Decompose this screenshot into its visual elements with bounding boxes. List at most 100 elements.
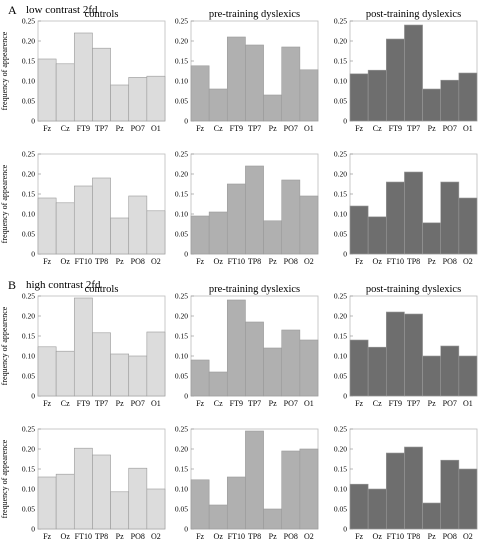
bar-O2 — [299, 448, 319, 530]
bar-Cz — [208, 88, 228, 122]
x-tick-label: FT9 — [77, 399, 90, 408]
x-tick-label: Pz — [269, 532, 277, 541]
y-tick-label: 0.20 — [334, 312, 347, 321]
x-tick-label: Fz — [355, 532, 363, 541]
bar-PO8 — [128, 467, 148, 530]
chart-panel-B-pre-row1: 0 0.05 0.10 0.15 0.20 0.25 Fz Cz FT9 TP7 Pz PO7 O1 pr… — [175, 284, 319, 408]
bar-Fz — [190, 359, 210, 397]
x-tick-label: Pz — [428, 124, 436, 133]
bar-PO7 — [281, 46, 301, 122]
y-tick-label: 0.25 — [175, 425, 188, 434]
x-tick-label: PO8 — [284, 532, 298, 541]
y-tick-label: 0.20 — [175, 37, 188, 46]
x-tick-label: O1 — [151, 399, 161, 408]
y-tick-label: 0.10 — [334, 77, 347, 86]
chart-panel-B-controls-row1: 0 0.05 0.10 0.15 0.20 0.25 Fz Cz FT9 TP7 Pz PO7 O1 co… — [0, 284, 166, 408]
y-tick-label: 0.25 — [22, 17, 35, 26]
x-tick-label: PO8 — [443, 532, 457, 541]
y-tick-label: 0.15 — [334, 190, 347, 199]
y-axis-label: frequency of appearence — [0, 31, 9, 110]
y-tick-label: 0.25 — [175, 17, 188, 26]
x-tick-label: FT10 — [387, 532, 404, 541]
x-tick-label: Fz — [196, 532, 204, 541]
y-tick-label: 0.15 — [334, 465, 347, 474]
x-tick-label: Pz — [269, 257, 277, 266]
y-tick-label: 0.10 — [175, 210, 188, 219]
x-tick-label: PO8 — [443, 257, 457, 266]
y-tick-label: 0.15 — [175, 332, 188, 341]
chart-panel-A-post-row1: 0 0.05 0.10 0.15 0.20 0.25 Fz Cz FT9 TP7 Pz PO7 O1 po… — [334, 9, 478, 133]
bar-Cz — [367, 346, 387, 397]
chart-panel-B-controls-row2: 0 0.05 0.10 0.15 0.20 0.25 Fz Oz FT10 TP8 Pz PO8 O2 f… — [0, 425, 166, 541]
bar-FT10 — [385, 181, 405, 255]
y-tick-label: 0 — [343, 250, 347, 259]
x-tick-label: O2 — [304, 532, 314, 541]
y-tick-label: 0.25 — [334, 17, 347, 26]
y-axis-label: frequency of appearence — [0, 306, 9, 385]
y-tick-label: 0.10 — [175, 352, 188, 361]
y-tick-label: 0 — [31, 250, 35, 259]
y-tick-label: 0.05 — [22, 372, 35, 381]
x-tick-label: Pz — [116, 257, 124, 266]
y-tick-label: 0 — [184, 250, 188, 259]
y-tick-label: 0.25 — [22, 425, 35, 434]
y-tick-label: 0.25 — [334, 150, 347, 159]
bar-TP7 — [404, 313, 423, 397]
y-tick-label: 0.10 — [334, 485, 347, 494]
bar-Pz — [422, 502, 442, 530]
y-tick-label: 0.10 — [175, 485, 188, 494]
y-tick-label: 0 — [343, 117, 347, 126]
bar-TP8 — [92, 454, 111, 530]
x-tick-label: Oz — [61, 532, 71, 541]
bar-O2 — [458, 468, 478, 530]
bar-Fz — [349, 339, 369, 397]
bar-FT9 — [385, 38, 405, 122]
x-tick-label: Cz — [373, 399, 382, 408]
x-tick-label: Pz — [269, 124, 277, 133]
y-tick-label: 0.20 — [22, 170, 35, 179]
bar-FT10 — [73, 447, 93, 530]
x-tick-label: Fz — [43, 257, 51, 266]
x-tick-label: O1 — [463, 399, 473, 408]
y-tick-label: 0.05 — [175, 97, 188, 106]
y-tick-label: 0.10 — [22, 485, 35, 494]
bar-TP7 — [245, 321, 264, 397]
bar-TP8 — [404, 171, 423, 255]
y-tick-label: 0 — [184, 525, 188, 534]
bar-TP8 — [245, 165, 264, 255]
x-tick-label: Fz — [43, 532, 51, 541]
x-tick-label: Cz — [61, 399, 70, 408]
y-tick-label: 0.15 — [22, 190, 35, 199]
bar-Fz — [349, 73, 369, 122]
y-tick-label: 0.10 — [175, 77, 188, 86]
x-tick-label: Pz — [116, 399, 124, 408]
y-tick-label: 0.20 — [22, 37, 35, 46]
x-tick-label: Oz — [373, 257, 383, 266]
y-tick-label: 0.05 — [334, 97, 347, 106]
bar-Fz — [190, 215, 210, 255]
y-tick-label: 0.05 — [175, 230, 188, 239]
bar-O1 — [299, 69, 319, 122]
bar-PO7 — [440, 345, 460, 397]
x-tick-label: Cz — [373, 124, 382, 133]
bar-FT10 — [73, 185, 93, 255]
bar-Fz — [37, 197, 57, 255]
y-tick-label: 0.10 — [334, 210, 347, 219]
y-tick-label: 0.15 — [22, 332, 35, 341]
x-tick-label: Fz — [196, 257, 204, 266]
x-tick-label: TP7 — [248, 399, 261, 408]
x-tick-label: Fz — [355, 399, 363, 408]
bar-Oz — [55, 202, 75, 255]
y-tick-label: 0.15 — [175, 465, 188, 474]
y-tick-label: 0.25 — [22, 292, 35, 301]
x-tick-label: Fz — [355, 124, 363, 133]
panels: 0 0.05 0.10 0.15 0.20 0.25 Fz Cz FT9 TP7 Pz PO7 O1 co… — [0, 9, 478, 541]
y-tick-label: 0.15 — [22, 465, 35, 474]
bar-Cz — [55, 350, 75, 397]
section-a-title: low contrast 2fd — [26, 4, 98, 16]
y-tick-label: 0 — [184, 392, 188, 401]
x-tick-label: O1 — [304, 399, 314, 408]
y-tick-label: 0.15 — [22, 57, 35, 66]
x-tick-label: O2 — [151, 532, 161, 541]
x-tick-label: Fz — [43, 124, 51, 133]
